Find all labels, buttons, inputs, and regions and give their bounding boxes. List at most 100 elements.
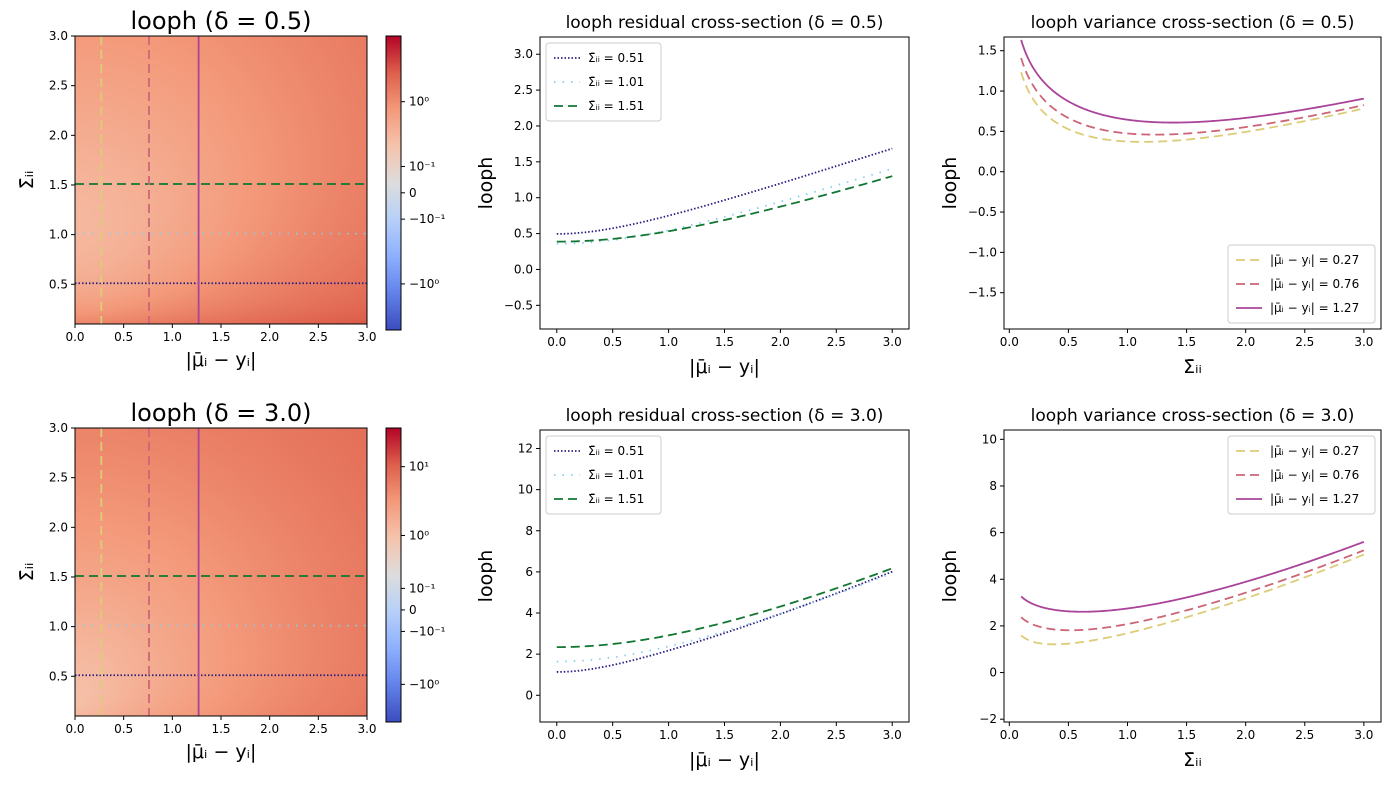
y-tick-label: 8	[525, 524, 533, 538]
x-tick-label: 2.5	[1295, 335, 1314, 349]
y-tick-label: 1.5	[514, 155, 533, 169]
series-line-2	[556, 567, 893, 649]
y-tick-label: 2.0	[49, 128, 68, 142]
x-tick-label: 2.5	[827, 728, 846, 742]
panel-title: looph residual cross-section (δ = 0.5)	[566, 13, 884, 33]
colorbar-tick-label: −10⁻¹	[409, 212, 446, 226]
y-axis-label: looph	[475, 550, 497, 603]
y-tick-label: −1.5	[968, 286, 997, 300]
x-tick-label: 0.0	[65, 722, 84, 736]
x-axis-label: |μ̄ᵢ − yᵢ|	[689, 356, 760, 378]
y-tick-label: 6	[989, 526, 997, 540]
colorbar: 10⁰ 10⁻¹ 0 −10⁻¹ −10⁰	[385, 35, 446, 331]
y-tick-label: 2.5	[49, 79, 68, 93]
colorbar-tick-label: 10¹	[409, 460, 429, 474]
series-line-1	[1020, 57, 1365, 136]
y-tick-label: 1.0	[514, 191, 533, 205]
colorbar-tick-label: −10⁰	[409, 677, 439, 691]
y-tick-label: 0.5	[514, 227, 533, 241]
x-tick-label: 1.5	[211, 722, 230, 736]
x-tick-label: 0.5	[114, 330, 133, 344]
colorbar-frame	[385, 427, 402, 723]
x-tick-label: 1.0	[1118, 728, 1137, 742]
y-tick-label: −2	[979, 712, 997, 726]
y-tick-label: 1.5	[978, 44, 997, 58]
series-line-1	[556, 167, 893, 245]
legend-entry-1: Σ̄ᵢᵢ = 1.01	[588, 75, 644, 89]
x-tick-label: 1.0	[163, 330, 182, 344]
y-tick-label: 0.5	[49, 669, 68, 683]
series-line-0	[1020, 553, 1365, 646]
panel-title: looph (δ = 3.0)	[130, 399, 311, 427]
x-tick-label: 2.0	[1236, 728, 1255, 742]
y-tick-label: 0	[989, 666, 997, 680]
y-tick-label: 1.0	[49, 228, 68, 242]
legend-entry-1: |μ̄ᵢ − yᵢ| = 0.76	[1270, 277, 1359, 291]
x-tick-label: 2.0	[1236, 335, 1255, 349]
colorbar-tick-label: 10⁰	[409, 528, 429, 542]
y-tick-label: 2	[525, 647, 533, 661]
legend-entry-1: Σ̄ᵢᵢ = 1.01	[588, 468, 644, 482]
legend-frame	[1227, 435, 1376, 515]
y-tick-label: 3.0	[49, 421, 68, 435]
colorbar-tick-label: 10⁰	[409, 95, 429, 109]
heatmap-panel-heat2: 0.0 0.5 1.0 1.5 2.0 2.5 3.0 0.5 1.0 1.5 2.0 2.5 3.0 l…	[16, 399, 446, 763]
y-tick-label: 8	[989, 479, 997, 493]
panel-title: looph (δ = 0.5)	[130, 7, 311, 35]
legend-entry-2: |μ̄ᵢ − yᵢ| = 1.27	[1270, 301, 1359, 315]
legend-entry-2: Σ̄ᵢᵢ = 1.51	[588, 99, 644, 113]
legend-entry-2: Σ̄ᵢᵢ = 1.51	[588, 492, 644, 506]
y-tick-label: 10	[518, 483, 533, 497]
x-tick-label: 3.0	[883, 335, 902, 349]
x-tick-label: 0.0	[1000, 728, 1019, 742]
series-line-1	[556, 572, 893, 663]
panel-title: looph residual cross-section (δ = 3.0)	[566, 406, 884, 426]
y-axis-label: looph	[475, 157, 497, 210]
colorbar-tick-label: −10⁻¹	[409, 624, 446, 638]
x-tick-label: 2.5	[827, 335, 846, 349]
x-axis-label: Σ̄ᵢᵢ	[1183, 749, 1202, 771]
heatmap-image	[75, 428, 367, 716]
x-tick-label: 0.0	[547, 335, 566, 349]
legend-entry-0: |μ̄ᵢ − yᵢ| = 0.27	[1270, 253, 1359, 267]
legend: |μ̄ᵢ − yᵢ| = 0.27 |μ̄ᵢ − yᵢ| = 0.76 |μ̄ᵢ −…	[1227, 244, 1376, 324]
y-axis-label: looph	[939, 157, 961, 210]
x-axis-label: |μ̄ᵢ − yᵢ|	[186, 741, 257, 763]
series-line-2	[1020, 541, 1365, 613]
y-tick-label: 1.5	[49, 570, 68, 584]
colorbar-tick-label: 0	[409, 603, 417, 617]
x-tick-label: 1.0	[1118, 335, 1137, 349]
y-tick-label: 0.0	[514, 262, 533, 276]
y-tick-label: 4	[525, 606, 533, 620]
y-tick-label: 2.5	[49, 471, 68, 485]
x-tick-label: 3.0	[1354, 728, 1373, 742]
y-tick-label: 3.0	[514, 47, 533, 61]
legend-frame	[1227, 244, 1376, 324]
x-tick-label: 2.5	[309, 722, 328, 736]
y-axis-label: Σ̄ᵢᵢ	[16, 563, 38, 582]
y-tick-label: 0.5	[49, 277, 68, 291]
x-tick-label: 0.5	[1059, 335, 1078, 349]
series-line-0	[1020, 71, 1365, 143]
line-panel-var1: 0.0 0.5 1.0 1.5 2.0 2.5 3.0 −1.5 −1.0 −0.5 0.0 0.5 1…	[939, 13, 1382, 378]
x-tick-label: 0.0	[65, 330, 84, 344]
y-tick-label: −1.0	[968, 245, 997, 259]
x-tick-label: 2.0	[260, 330, 279, 344]
heatmap-image	[75, 36, 367, 324]
legend-entry-0: |μ̄ᵢ − yᵢ| = 0.27	[1270, 444, 1359, 458]
y-tick-label: 0	[525, 688, 533, 702]
y-tick-label: −0.5	[968, 205, 997, 219]
series-line-2	[556, 175, 893, 243]
line-panel-res2: 0.0 0.5 1.0 1.5 2.0 2.5 3.0 0 2 4 6 8 10 12 Σ̄ᵢᵢ = 0.5…	[475, 406, 910, 771]
y-tick-label: 4	[989, 572, 997, 586]
x-tick-label: 2.0	[771, 335, 790, 349]
colorbar-tick-label: 10⁻¹	[409, 581, 436, 595]
colorbar-image	[386, 428, 401, 722]
x-tick-label: 3.0	[883, 728, 902, 742]
colorbar-frame	[385, 35, 402, 331]
y-tick-label: 0.5	[978, 124, 997, 138]
legend: Σ̄ᵢᵢ = 0.51 Σ̄ᵢᵢ = 1.01 Σ̄ᵢᵢ = 1.51	[545, 42, 662, 122]
panel-title: looph variance cross-section (δ = 0.5)	[1031, 13, 1355, 33]
x-tick-label: 1.0	[659, 728, 678, 742]
